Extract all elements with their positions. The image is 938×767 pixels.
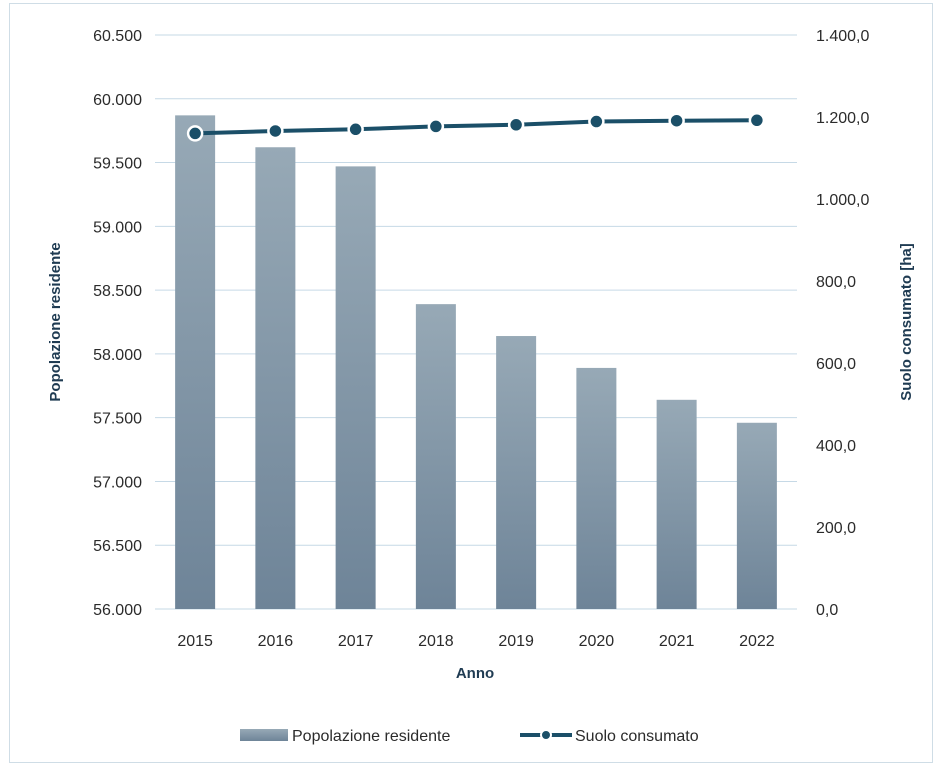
right-axis-ticks: 0,0 200,0 400,0 600,0 800,0 1.000,0 1.200,0 1.4…: [816, 28, 869, 619]
chart-frame: [9, 3, 933, 763]
bar: [175, 115, 216, 610]
y-axis-title: Popolazione residente: [47, 242, 64, 401]
x-tick-label: 2017: [338, 633, 374, 650]
y-tick-label: 60.000: [93, 92, 142, 109]
x-tick-label: 2015: [177, 633, 213, 650]
x-tick-label: 2020: [579, 633, 615, 650]
x-axis-ticks: 2015 2016 2017 2018 2019 2020 2021 2022: [177, 633, 774, 650]
y2-tick-label: 1.200,0: [816, 110, 869, 127]
y-tick-label: 60.500: [93, 28, 142, 45]
bar: [335, 166, 376, 610]
y-tick-label: 57.500: [93, 411, 142, 428]
line-point: [668, 112, 685, 129]
x-tick-label: 2019: [498, 633, 534, 650]
y2-tick-label: 800,0: [816, 274, 856, 291]
line-point: [267, 122, 284, 140]
bar: [656, 399, 697, 609]
y2-tick-label: 1.000,0: [816, 192, 869, 209]
series-line: [195, 118, 757, 136]
legend-label-line: Suolo consumato: [575, 728, 699, 745]
x-tick-label: 2021: [659, 633, 695, 650]
y-tick-label: 59.000: [93, 219, 142, 236]
legend-label-bar: Popolazione residente: [292, 728, 450, 745]
x-tick-label: 2022: [739, 633, 775, 650]
line-point: [186, 125, 204, 142]
bar-series: [175, 115, 777, 610]
bar: [415, 304, 456, 609]
legend-swatch-marker: [540, 729, 552, 741]
left-axis-ticks: 56.000 56.500 57.000 57.500 58.000 58.500 59.0…: [93, 28, 142, 619]
y2-axis-title: Suolo consumato [ha]: [898, 243, 915, 401]
y-tick-label: 58.500: [93, 283, 142, 300]
line-point: [588, 113, 605, 130]
y2-tick-label: 600,0: [816, 356, 856, 373]
x-tick-label: 2018: [418, 633, 454, 650]
bar: [736, 422, 777, 609]
y2-tick-label: 200,0: [816, 520, 856, 537]
line-point: [427, 118, 445, 135]
bar: [255, 147, 296, 609]
line-point: [347, 121, 364, 138]
x-tick-label: 2016: [258, 633, 294, 650]
y-tick-label: 57.000: [93, 474, 142, 491]
legend-swatch-bar: [240, 729, 288, 741]
y2-tick-label: 400,0: [816, 438, 856, 455]
line-point: [507, 116, 525, 134]
y-tick-label: 56.000: [93, 602, 142, 619]
legend: Popolazione residente Suolo consumato: [240, 728, 699, 745]
line-point: [748, 112, 766, 129]
line-series: [186, 112, 766, 142]
y2-tick-label: 1.400,0: [816, 28, 869, 45]
y-tick-label: 59.500: [93, 156, 142, 173]
y2-tick-label: 0,0: [816, 602, 838, 619]
bar: [576, 367, 617, 609]
bar: [496, 336, 537, 609]
y-tick-label: 58.000: [93, 347, 142, 364]
x-axis-title: Anno: [456, 665, 494, 682]
y-tick-label: 56.500: [93, 538, 142, 555]
